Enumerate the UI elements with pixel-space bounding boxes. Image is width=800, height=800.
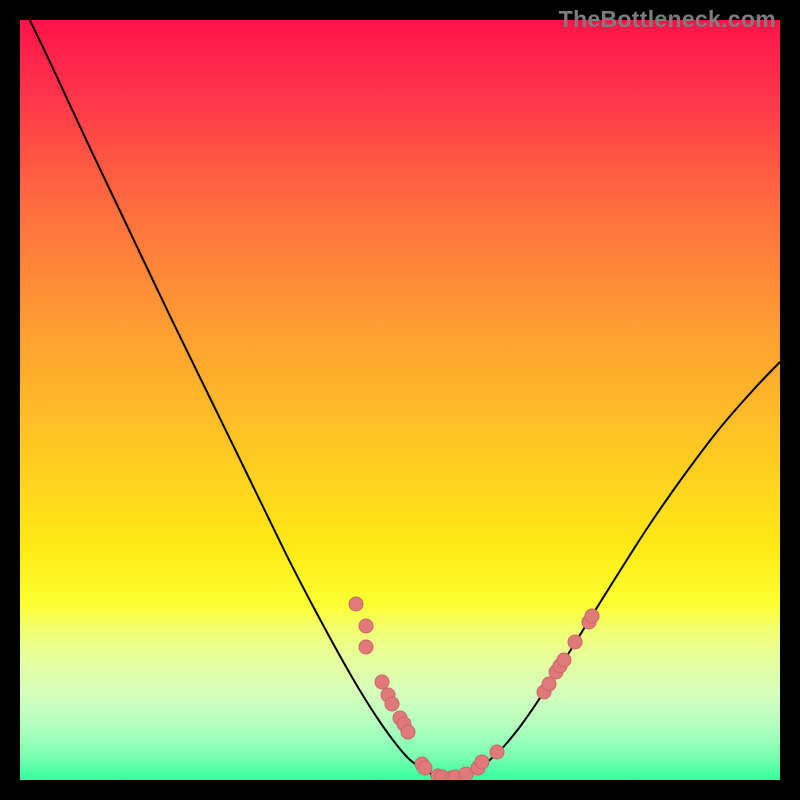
bottleneck-chart: TheBottleneck.com	[0, 0, 800, 800]
outer-frame	[0, 0, 800, 800]
watermark-text: TheBottleneck.com	[559, 6, 776, 33]
